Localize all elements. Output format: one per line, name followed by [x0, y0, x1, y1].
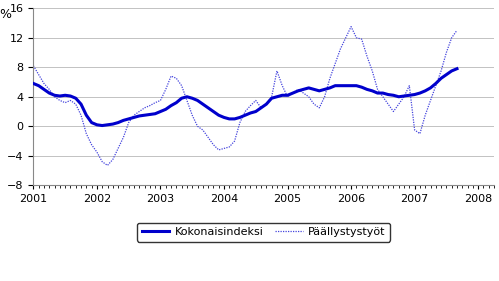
- Päällystystyöt: [353, 36, 359, 39]
- Kokonaisindeksi: [417, 91, 423, 95]
- Line: Päällystystyöt: Päällystystyöt: [33, 27, 457, 166]
- Päällystystyöt: [385, 103, 391, 106]
- Kokonaisindeksi: [454, 67, 460, 70]
- Kokonaisindeksi: [380, 91, 386, 95]
- Kokonaisindeksi: [30, 82, 36, 85]
- Kokonaisindeksi: [401, 94, 407, 98]
- Päällystystyöt: [30, 64, 36, 67]
- Line: Kokonaisindeksi: Kokonaisindeksi: [33, 69, 457, 126]
- Päällystystyöt: [348, 25, 354, 28]
- Päällystystyöt: [422, 114, 428, 117]
- Päällystystyöt: [300, 91, 306, 95]
- Legend: Kokonaisindeksi, Päällystystyöt: Kokonaisindeksi, Päällystystyöt: [137, 223, 390, 242]
- Kokonaisindeksi: [268, 97, 274, 100]
- Päällystystyöt: [454, 29, 460, 32]
- Kokonaisindeksi: [300, 88, 306, 91]
- Päällystystyöt: [406, 84, 412, 87]
- Y-axis label: %: %: [0, 8, 12, 21]
- Kokonaisindeksi: [348, 84, 354, 87]
- Päällystystyöt: [104, 164, 110, 167]
- Kokonaisindeksi: [99, 124, 105, 127]
- Päällystystyöt: [268, 95, 274, 98]
